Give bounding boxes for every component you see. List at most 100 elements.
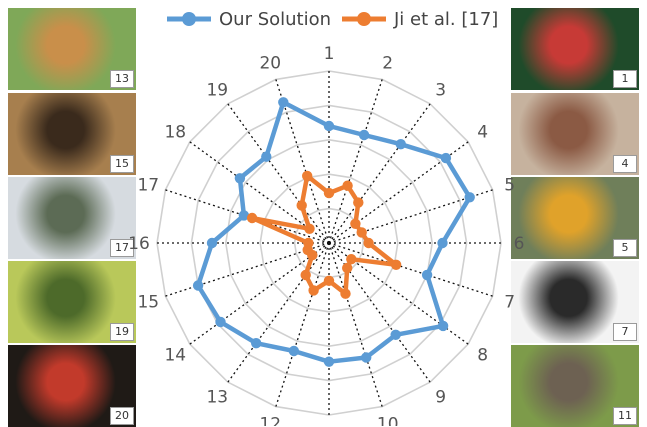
series-0-point-9 [390, 329, 401, 340]
axis-label-5: 5 [504, 175, 515, 195]
thumbnail-number-label: 19 [110, 323, 134, 341]
series-0-point-3 [395, 139, 406, 150]
axis-label-17: 17 [137, 175, 159, 195]
thumbnail-19: 19 [8, 261, 136, 343]
legend-swatch-marker [182, 12, 196, 26]
axis-label-14: 14 [164, 346, 186, 366]
axis-label-2: 2 [382, 53, 393, 73]
spoke-line [275, 242, 330, 407]
series-1-point-3 [353, 197, 364, 208]
series-0-point-19 [261, 151, 272, 162]
axis-label-8: 8 [477, 346, 488, 366]
thumbnail-4: 4 [511, 93, 639, 175]
thumbnail-number-label: 7 [613, 323, 637, 341]
spoke-line [328, 79, 383, 244]
series-1-point-11 [323, 275, 335, 286]
series-1-point-1 [323, 187, 335, 199]
axis-label-7: 7 [504, 293, 515, 313]
series-1-point-13 [300, 269, 311, 281]
series-1-point-10 [340, 288, 351, 299]
series-0-point-6 [437, 237, 448, 249]
axis-label-18: 18 [164, 122, 186, 142]
thumbnail-number-label: 17 [110, 239, 134, 257]
thumbnail-5: 5 [511, 177, 639, 259]
axis-label-3: 3 [435, 80, 446, 100]
series-0-point-20 [278, 97, 289, 108]
spoke-line [189, 141, 330, 244]
axis-labels: 1234567891011121314151617181920 [128, 44, 524, 426]
series-1-point-19 [296, 200, 307, 211]
spoke-line [328, 242, 431, 383]
thumbnail-number-label: 20 [110, 407, 134, 425]
axis-label-16: 16 [128, 234, 150, 254]
thumbnail-number-label: 11 [613, 407, 637, 425]
grid-ring [190, 104, 468, 382]
series-0-point-15 [192, 280, 204, 291]
series-0-point-11 [323, 356, 335, 367]
thumbnail-number-label: 13 [110, 70, 134, 88]
legend-item-0: Our Solution [167, 9, 331, 30]
grid-ring [259, 173, 399, 313]
series-0-point-2 [358, 129, 370, 141]
axis-label-6: 6 [514, 234, 525, 254]
radar-grid [156, 70, 502, 416]
thumbnail-7: 7 [511, 261, 639, 343]
thumbnail-15: 15 [8, 93, 136, 175]
series-0-point-4 [440, 152, 452, 164]
thumbnail-number-label: 1 [613, 70, 637, 88]
series-0-point-1 [323, 120, 335, 132]
legend-label: Ji et al. [17] [393, 9, 498, 30]
spoke-line [328, 141, 469, 244]
axis-label-15: 15 [137, 293, 159, 313]
thumbnail-17: 17 [8, 177, 136, 259]
spoke-line [227, 103, 330, 244]
thumbnail-number-label: 5 [613, 239, 637, 257]
series-0-point-7 [421, 269, 433, 281]
thumbnail-20: 20 [8, 345, 136, 427]
giraffes-photo [8, 8, 136, 90]
series-0-point-13 [251, 338, 262, 349]
series-0-point-17 [238, 210, 250, 221]
spoke-line [328, 189, 493, 244]
series-1-point-6 [363, 237, 374, 249]
spoke-line [275, 79, 330, 244]
axis-label-1: 1 [324, 44, 335, 64]
spoke-line [328, 242, 383, 407]
series-0-point-5 [464, 192, 475, 203]
spoke-line [328, 242, 469, 345]
legend-label: Our Solution [219, 9, 331, 30]
series-1-point-9 [342, 262, 353, 274]
series-1-point-17 [246, 212, 258, 224]
series-1-point-16 [303, 237, 314, 249]
thumbnail-13: 13 [8, 8, 136, 90]
series-1-point-5 [356, 227, 367, 238]
spoke-line [227, 242, 330, 383]
series-1-point-8 [346, 254, 357, 265]
thumbnail-11: 11 [511, 345, 639, 427]
series-0-point-12 [288, 345, 300, 357]
spoke-line [328, 103, 431, 244]
series-1-point-20 [302, 170, 313, 182]
series-0-point-16 [206, 237, 218, 249]
thumbnail-number-label: 15 [110, 155, 134, 173]
legend-swatch-marker [357, 12, 371, 26]
axis-label-9: 9 [435, 388, 446, 408]
series-0-point-18 [234, 173, 246, 184]
thumbnail-1: 1 [511, 8, 639, 90]
spoke-line [189, 242, 330, 345]
spoke-line [165, 242, 330, 297]
axis-label-10: 10 [377, 415, 399, 426]
thumbnail-number-label: 4 [613, 155, 637, 173]
series-1-point-2 [342, 180, 353, 191]
legend-item-1: Ji et al. [17] [342, 9, 498, 30]
series-0-point-10 [361, 352, 372, 363]
axis-label-4: 4 [477, 122, 488, 142]
series-1-point-18 [304, 223, 315, 234]
axis-label-12: 12 [259, 415, 281, 426]
series-0-point-8 [437, 320, 449, 332]
series-0-point-14 [215, 316, 226, 328]
radar-series [192, 97, 475, 367]
series-1-point-7 [390, 259, 402, 270]
axis-label-20: 20 [259, 53, 281, 73]
